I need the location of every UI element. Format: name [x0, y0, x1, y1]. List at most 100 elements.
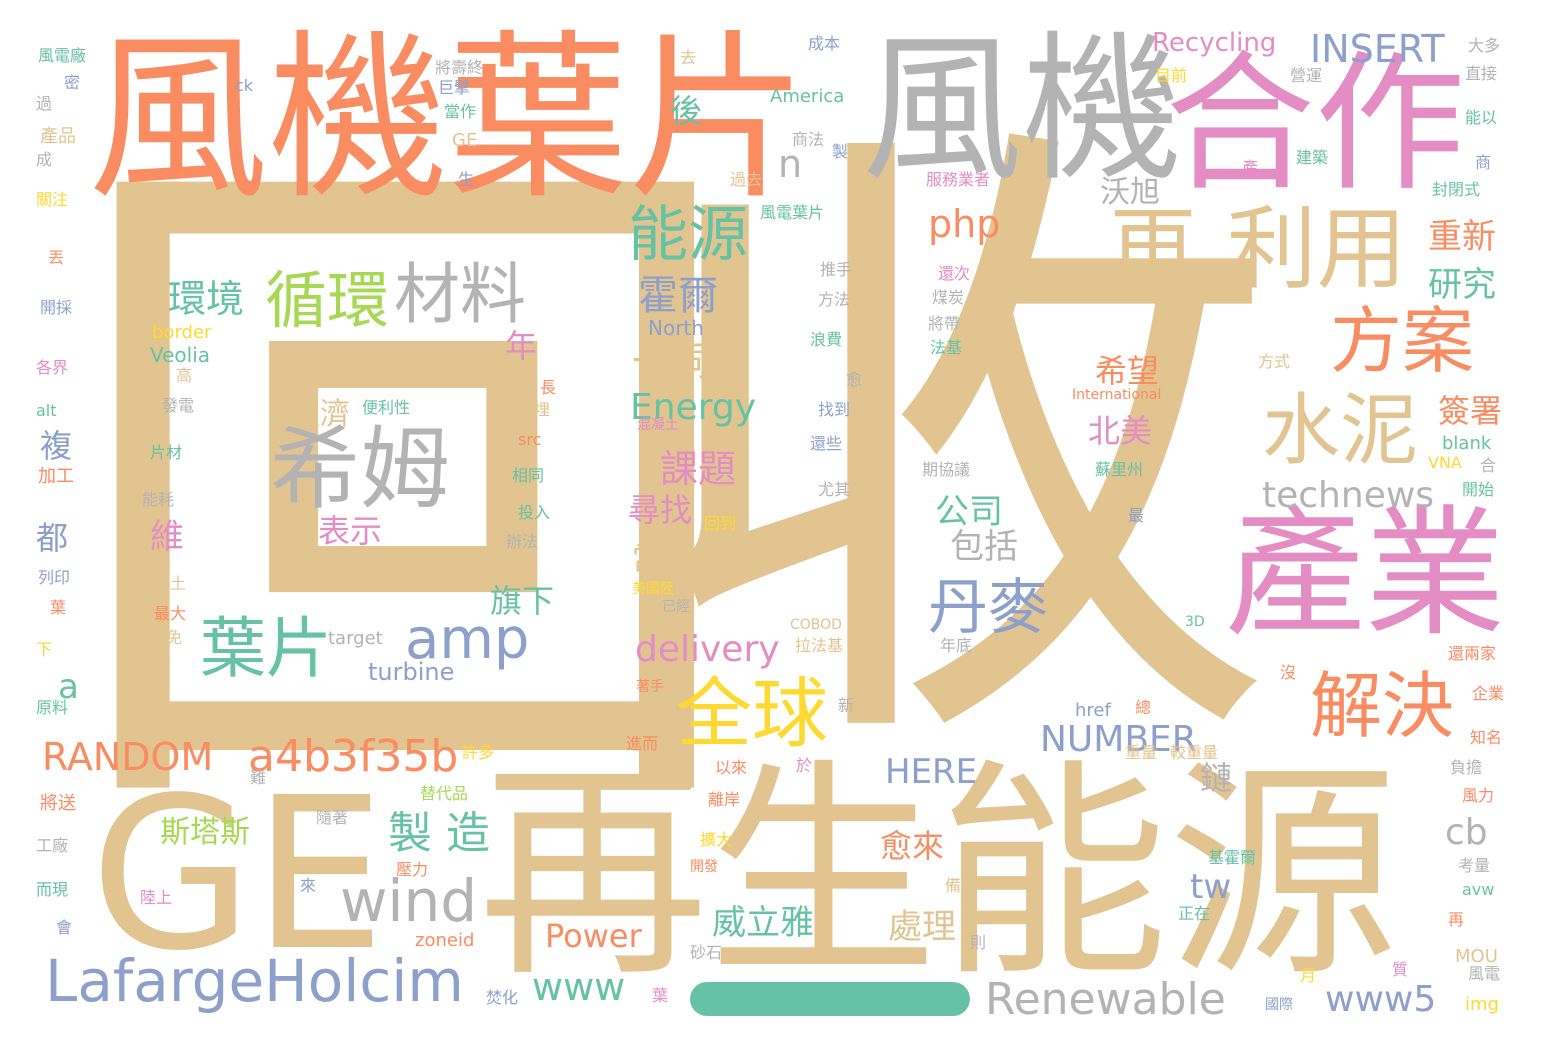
word-yepian: 葉片: [200, 610, 332, 687]
word-small-65: 著手: [636, 679, 664, 695]
word-small-83: 備受: [945, 876, 978, 895]
word-cobod: COBOD: [790, 617, 842, 633]
word-keti: 課題: [660, 447, 737, 491]
word-zoneid: zoneid: [415, 930, 475, 951]
word-hezuo: 合作: [1165, 38, 1466, 212]
word-international: International: [1072, 387, 1162, 403]
word-small-1: 風電廠: [38, 46, 87, 65]
word-small-34: 愈: [846, 370, 863, 389]
word-small-53: 長: [540, 378, 557, 397]
word-small-18: 會: [56, 918, 73, 937]
word-ck: ck: [235, 76, 254, 95]
word-small-80: 葉: [652, 986, 669, 1005]
word-cailiao: 材料: [394, 256, 526, 333]
word-small-102: 直接: [1465, 64, 1498, 83]
word-small-76: 隨著: [316, 808, 349, 827]
word-small-50: 最大: [154, 604, 187, 623]
word-mou: MOU: [1455, 946, 1498, 967]
word-small-3: 過: [36, 94, 53, 113]
word-cb: cb: [1445, 812, 1488, 853]
word-zaisheng-nengyuan: 再生能源: [478, 741, 1399, 1008]
word-small-51: 避免: [150, 628, 183, 647]
word-small-2: 密: [61, 74, 80, 90]
word-small-43: 蘇里州: [1095, 460, 1144, 479]
word-small-106: 營運: [1290, 66, 1323, 85]
word-small-42: 期協議: [922, 460, 971, 479]
word-ge-small: GE: [452, 130, 478, 151]
word-blank: blank: [1442, 433, 1492, 454]
word-small-23: 去: [680, 48, 697, 67]
word-small-6: 關注: [36, 190, 69, 209]
word-small-10: 加工: [38, 466, 74, 487]
word-small-22: 生: [458, 170, 475, 189]
word-small-47: 片材: [150, 443, 183, 462]
word-small-55: 相同: [512, 466, 545, 485]
word-avw: avw: [1462, 880, 1495, 899]
word-small-109: 建築: [1296, 148, 1329, 167]
word-small-17: 而現: [36, 880, 69, 899]
word-quanqiu: 全球: [676, 669, 828, 758]
word-small-29: 風電葉片: [760, 203, 825, 222]
word-small-62: 已經: [662, 599, 690, 615]
word-small-104: 商: [1475, 153, 1492, 172]
word-small-107: 目前: [1155, 66, 1188, 85]
word-small-4: 產品: [40, 126, 76, 147]
word-beimei: 北美: [1088, 412, 1153, 450]
word-small-56: 投入: [518, 503, 551, 522]
word-small-87: 質: [1392, 960, 1409, 979]
word-src: src: [518, 430, 542, 449]
word-small-32: 方法: [818, 290, 851, 309]
word-fu: 複: [40, 427, 73, 465]
word-shou: 收: [640, 77, 1280, 822]
word-dou: 都: [36, 519, 69, 557]
word-small-14: 原料: [36, 698, 69, 717]
word-hui: 回: [60, 93, 750, 896]
word-GE: GE: [90, 752, 386, 997]
word-here: HERE: [885, 752, 978, 792]
word-small-88: 國際: [1265, 997, 1293, 1013]
word-small-36: 還些: [810, 434, 843, 453]
word-small-38: 還次: [938, 264, 971, 283]
word-small-21: 當作: [444, 102, 477, 121]
word-small-82: 則: [970, 933, 987, 952]
word-small-35: 找到: [818, 400, 851, 419]
word-zhizao: 製 造: [388, 808, 490, 859]
word-small-105: 封閉式: [1432, 180, 1481, 199]
word-img: img: [1465, 994, 1499, 1015]
word-small-19: 將壽終: [435, 58, 484, 77]
word-small-81: 砂石: [690, 943, 723, 962]
word-jingji: 經濟: [290, 397, 350, 432]
word-small-49: 黏土: [154, 574, 187, 593]
word-small-8: 開採: [40, 298, 73, 317]
word-qianshu: 簽署: [1438, 392, 1503, 430]
word-small-74: 壓力: [396, 860, 429, 879]
word-woxu: 沃旭: [1100, 175, 1160, 210]
word-jiejue: 解決: [1310, 664, 1455, 748]
word-zai-liyong: 再 利用: [1108, 197, 1407, 302]
word-number: NUMBER: [1040, 719, 1197, 760]
word-random: RANDOM: [42, 735, 214, 779]
word-fengji-yepian: 風機葉片: [88, 15, 809, 224]
word-small-110: 方式: [1258, 352, 1291, 371]
word-small-31: 推手: [820, 260, 853, 279]
word-small-44: 最: [1128, 506, 1145, 525]
word-nengyuan: 能源: [628, 200, 748, 270]
word-chongxin: 重新: [1428, 217, 1496, 257]
word-www: www: [532, 965, 626, 1009]
word-small-108: 產: [1242, 158, 1259, 177]
word-insert: INSERT: [1310, 27, 1445, 71]
word-tw: tw: [1190, 867, 1232, 907]
word-yanjiu: 研究: [1428, 265, 1496, 305]
word-xunzhao: 尋找: [628, 491, 693, 529]
word-small-98: 總: [1135, 698, 1152, 717]
word-small-60: 愈大: [700, 538, 733, 557]
word-huoer: 霍爾: [638, 273, 718, 319]
word-delivery: delivery: [635, 629, 780, 670]
word-small-52: 便利性: [362, 398, 411, 417]
word-small-85: 基霍爾: [1208, 848, 1257, 867]
word-yitong: 一同: [632, 339, 712, 385]
word-small-99: 重量: [1125, 743, 1158, 762]
word-small-95: 企業: [1472, 684, 1505, 703]
word-danmai: 丹麥: [928, 573, 1048, 643]
